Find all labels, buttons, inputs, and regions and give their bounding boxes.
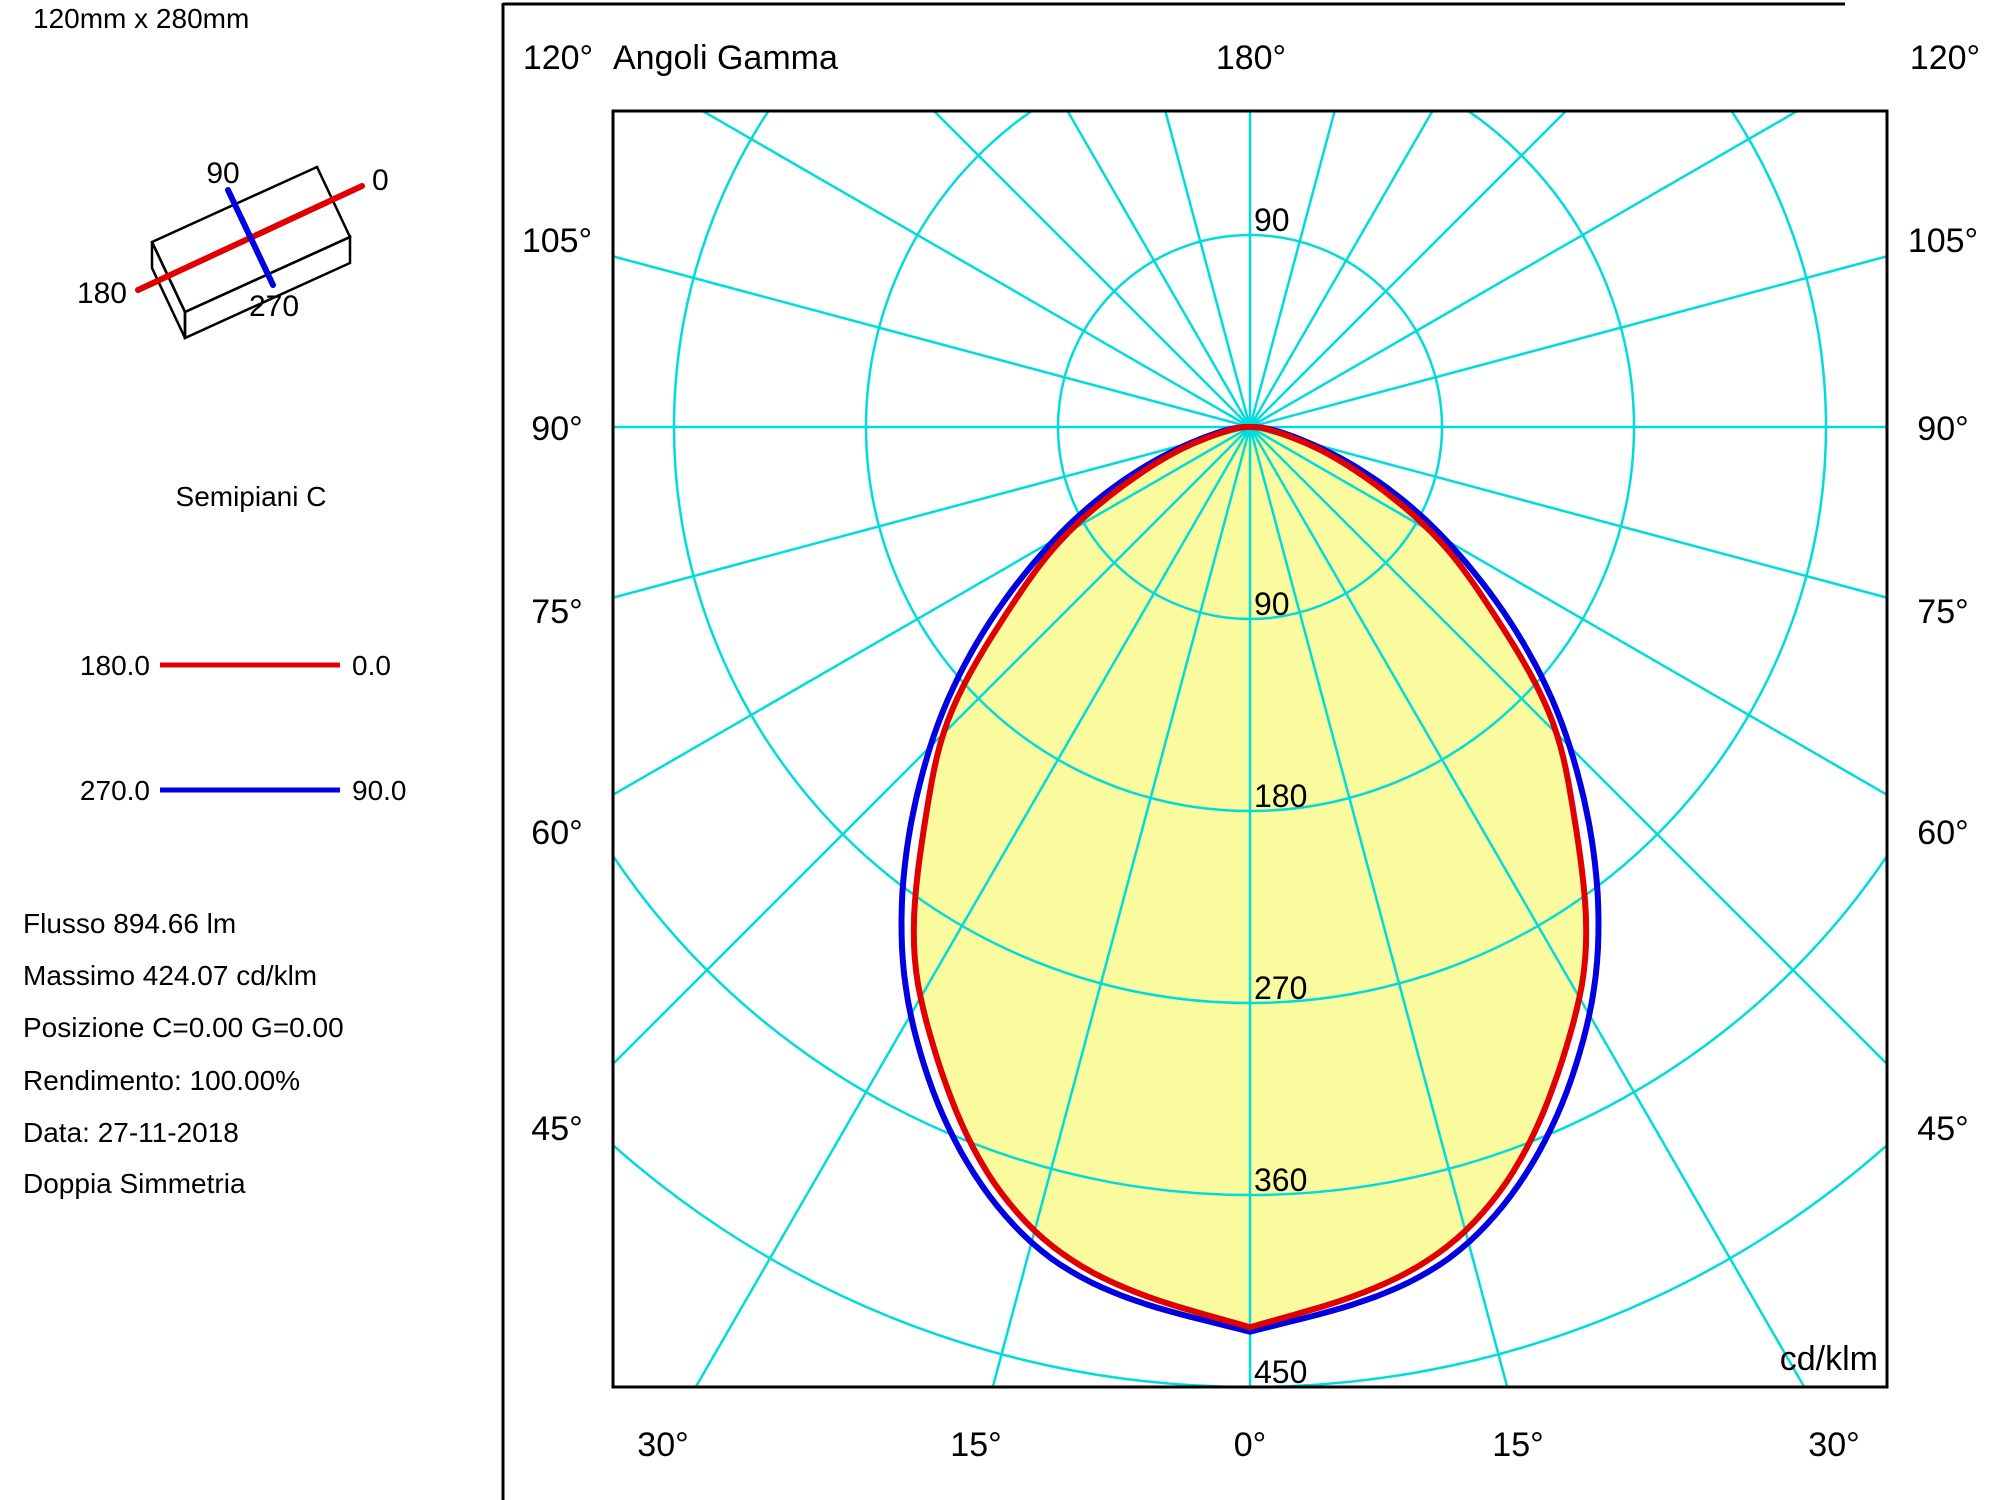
legend-label-0: 0.0 [352,650,391,681]
luminaire-box [150,165,352,340]
gamma-labels-right: 105° 90° 75° 60° 45° [1908,222,1978,1148]
gamma-label-30-right: 30° [1808,1426,1859,1464]
grid-ray-45 [1249,111,1568,428]
gamma-label-105-left: 105° [522,222,592,260]
gamma-label-60-right: 60° [1917,814,1968,852]
ring-label-360: 360 [1254,1162,1307,1198]
c90-c270-axis-line [225,187,276,288]
gamma-label-60-left: 60° [531,814,582,852]
info-position: Posizione C=0.00 G=0.00 [23,1012,344,1043]
gamma-label-105-right: 105° [1908,222,1978,260]
gamma-labels-bottom: 30° 15° 0° 15° 30° [637,1426,1859,1464]
grid-ray-195 [991,426,1252,1387]
luminaire-dimensions: 120mm x 280mm [33,3,249,34]
gamma-label-15-right: 15° [1492,1426,1543,1464]
gamma-label-45-right: 45° [1917,1110,1968,1148]
gamma-label-0-bottom: 0° [1234,1426,1267,1464]
grid-ray-315 [932,111,1251,428]
grid-ray-60 [1249,111,1800,429]
grid-ray-345 [1164,111,1252,428]
grid-ray-135 [1249,426,1887,1066]
gamma-label-15-left: 15° [950,1426,1001,1464]
info-maximum: Massimo 424.07 cd/klm [23,960,317,991]
grid-ray-285 [613,255,1251,429]
sketch-label-180: 180 [77,277,127,310]
ring-label-90-top: 90 [1254,202,1290,238]
semiplane-title: Semipiani C [176,481,327,512]
gamma-label-180-top: 180° [1216,39,1286,77]
legend-label-180: 180.0 [80,650,150,681]
grid-ray-75 [1249,255,1887,429]
legend-row-c90: 270.0 90.0 [80,775,407,806]
grid-ray-210 [694,426,1252,1387]
grid-ray-120 [1249,425,1887,797]
gamma-label-45-left: 45° [531,1110,582,1148]
gamma-label-120-right: 120° [1910,39,1980,77]
legend-label-90: 90.0 [352,775,407,806]
gamma-label-90-right: 90° [1917,410,1968,448]
grid-ray-165 [1248,426,1509,1387]
gamma-label-90-left: 90° [531,410,582,448]
ring-label-90: 90 [1254,586,1290,622]
gamma-labels-left: 105° 90° 75° 60° 45° [522,222,592,1148]
intensity-curve-c90-c270 [898,424,1602,1335]
ring-label-450: 450 [1254,1354,1307,1390]
ring-label-180: 180 [1254,778,1307,814]
intensity-curve-layer [898,424,1602,1335]
grid-ray-30 [1248,111,1434,428]
info-efficiency: Rendimento: 100.00% [23,1065,300,1096]
info-date: Data: 27-11-2018 [23,1117,239,1148]
grid-ray-300 [700,111,1251,429]
legend: 180.0 0.0 270.0 90.0 [80,650,407,806]
grid-ray-150 [1248,426,1806,1387]
gamma-label-30-left: 30° [637,1426,688,1464]
luminaire-sketch: 90 0 180 270 [77,157,389,340]
sketch-label-270: 270 [249,290,299,323]
grid-ray-225 [613,426,1251,1066]
photometric-info: Flusso 894.66 lm Massimo 424.07 cd/klm P… [23,908,344,1199]
grid-ray-330 [1066,111,1252,428]
grid-ray-105 [1249,425,1887,599]
chart-title: Angoli Gamma [613,39,838,77]
grid-ray-240 [613,425,1251,797]
gamma-label-75-left: 75° [531,593,582,631]
gamma-label-120-left: 120° [523,39,593,77]
legend-row-c0: 180.0 0.0 [80,650,391,681]
grid-ray-15 [1248,111,1336,428]
sketch-label-90: 90 [206,157,239,190]
ring-label-270: 270 [1254,970,1307,1006]
info-symmetry: Doppia Simmetria [23,1168,246,1199]
grid-ray-255 [613,425,1251,599]
unit-label: cd/klm [1780,1340,1878,1378]
plot-frame [611,109,1889,1389]
sketch-label-0: 0 [372,164,389,197]
legend-label-270: 270.0 [80,775,150,806]
intensity-curve-c0-c180 [910,424,1590,1331]
gamma-label-75-right: 75° [1917,593,1968,631]
ring-value-labels: 90 90 180 270 360 450 [1254,202,1307,1390]
info-flux: Flusso 894.66 lm [23,908,236,939]
